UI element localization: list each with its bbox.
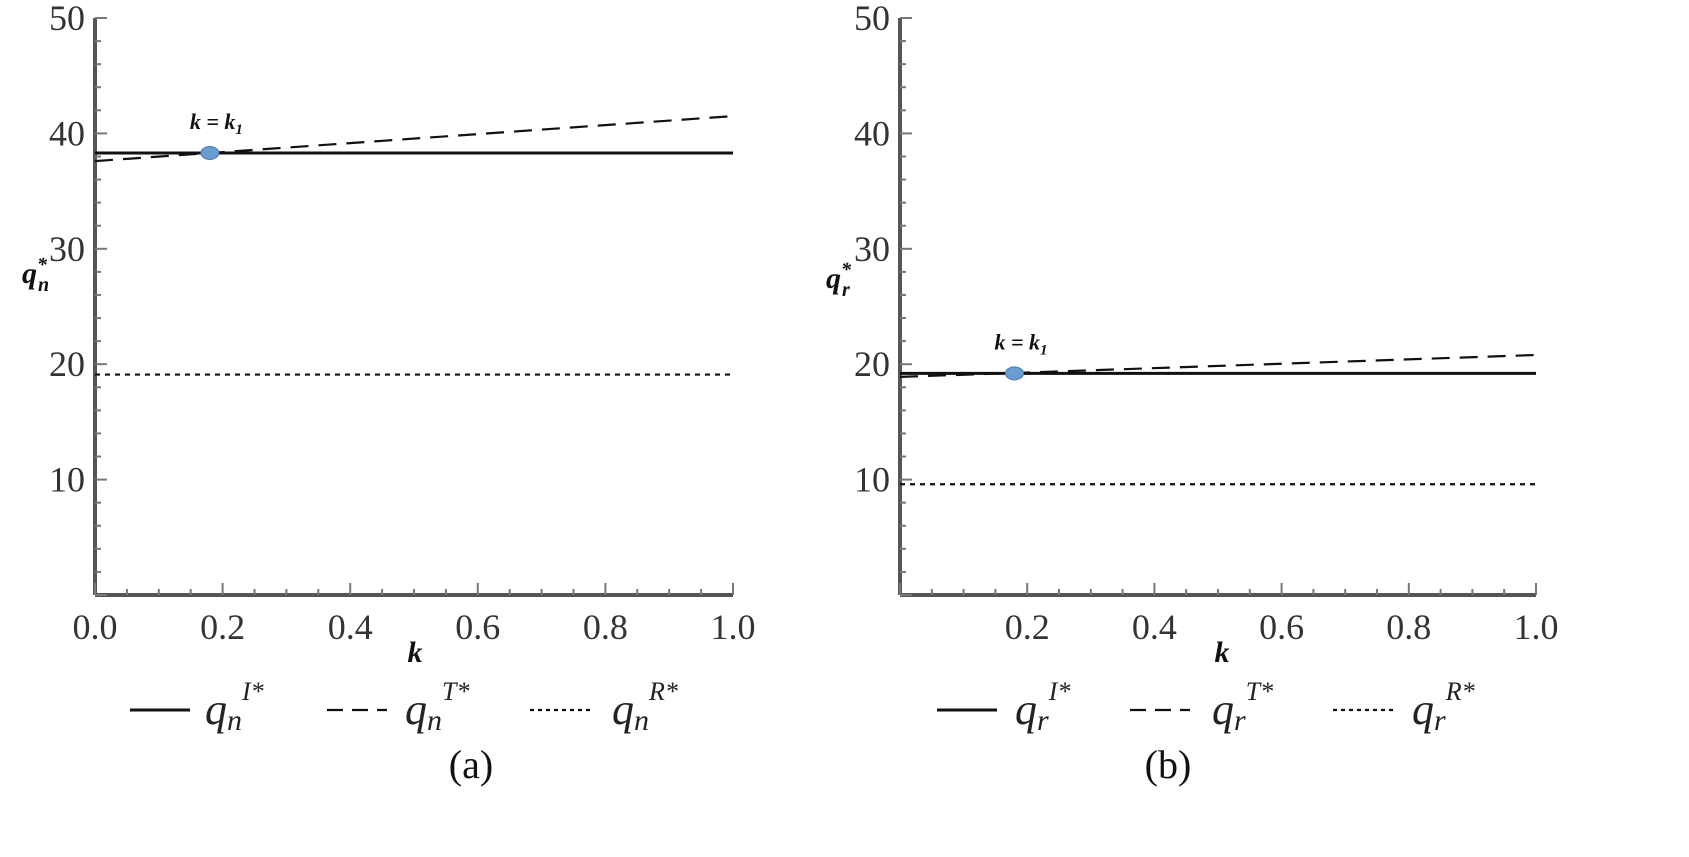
legend-sup: R* xyxy=(1445,677,1475,706)
y-tick-label: 30 xyxy=(854,229,890,269)
annotation-text: k = k xyxy=(994,329,1040,354)
annotation-text: k = k xyxy=(190,109,236,134)
y-axis-label-sup: * xyxy=(841,259,852,281)
y-axis-label: q* n xyxy=(22,254,49,296)
y-tick-label: 50 xyxy=(49,0,85,38)
annotation-label: k = k1 xyxy=(994,329,1047,358)
panel-caption: (a) xyxy=(449,742,493,787)
y-tick-label: 20 xyxy=(854,344,890,384)
y-tick-label: 40 xyxy=(49,113,85,153)
series-line-dashed xyxy=(94,114,734,163)
x-tick-label: 0.6 xyxy=(455,607,500,647)
y-tick-label: 10 xyxy=(49,460,85,500)
x-tick-label: 1.0 xyxy=(711,607,756,647)
y-axis-label-base: q xyxy=(826,262,841,295)
legend-sub: r xyxy=(1434,704,1446,737)
annotation-sub: 1 xyxy=(235,122,243,138)
legend-base: q xyxy=(612,685,634,734)
x-tick-label: 0.4 xyxy=(328,607,373,647)
y-axis-label-sub: n xyxy=(38,274,49,296)
annotation-label: k = k1 xyxy=(190,109,243,138)
legend-base: q xyxy=(205,685,227,734)
x-tick-label: 0.8 xyxy=(1386,607,1431,647)
y-axis-label-base: q xyxy=(22,257,37,290)
legend-sub: r xyxy=(1037,704,1049,737)
x-tick-label: 1.0 xyxy=(1514,607,1559,647)
x-tick-label: 0.2 xyxy=(1005,607,1050,647)
legend-sub: n xyxy=(427,704,442,737)
legend-entry: qnR* xyxy=(612,677,678,737)
y-tick-label: 50 xyxy=(854,0,890,38)
x-axis-label: k xyxy=(408,636,423,669)
annotation-sub: 1 xyxy=(1040,342,1048,358)
y-tick-label: 20 xyxy=(49,344,85,384)
y-tick-label: 30 xyxy=(49,229,85,269)
x-axis-label: k xyxy=(1215,636,1230,669)
legend-base: q xyxy=(1412,685,1434,734)
y-axis-label: q* r xyxy=(826,259,852,301)
legend-entry: qrT* xyxy=(1212,677,1273,737)
x-tick-label: 0.2 xyxy=(200,607,245,647)
y-tick-label: 10 xyxy=(854,460,890,500)
legend-entry: qrI* xyxy=(1015,677,1070,737)
legend-base: q xyxy=(1015,685,1037,734)
legend-base: q xyxy=(1212,685,1234,734)
x-tick-label: 0.8 xyxy=(583,607,628,647)
x-tick-label: 0.6 xyxy=(1259,607,1304,647)
x-tick-label: 0.0 xyxy=(73,607,118,647)
y-axis-label-sup: * xyxy=(37,254,48,276)
legend-sup: T* xyxy=(1246,677,1273,706)
legend-sub: r xyxy=(1234,704,1246,737)
legend-entry: qnT* xyxy=(405,677,469,737)
intersection-marker xyxy=(1004,366,1024,381)
y-tick-label: 40 xyxy=(854,113,890,153)
legend-sup: I* xyxy=(241,677,264,706)
legend-entry: qnI* xyxy=(205,677,264,737)
legend-sup: I* xyxy=(1048,677,1071,706)
legend-base: q xyxy=(405,685,427,734)
legend-sub: n xyxy=(227,704,242,737)
y-axis-label-sub: r xyxy=(842,279,850,301)
legend-sup: T* xyxy=(442,677,469,706)
panel-caption: (b) xyxy=(1145,742,1192,787)
intersection-marker xyxy=(200,146,220,161)
legend-sub: n xyxy=(634,704,649,737)
legend-entry: qrR* xyxy=(1412,677,1475,737)
legend-sup: R* xyxy=(648,677,678,706)
series-line-dashed xyxy=(899,353,1537,378)
x-tick-label: 0.4 xyxy=(1132,607,1177,647)
